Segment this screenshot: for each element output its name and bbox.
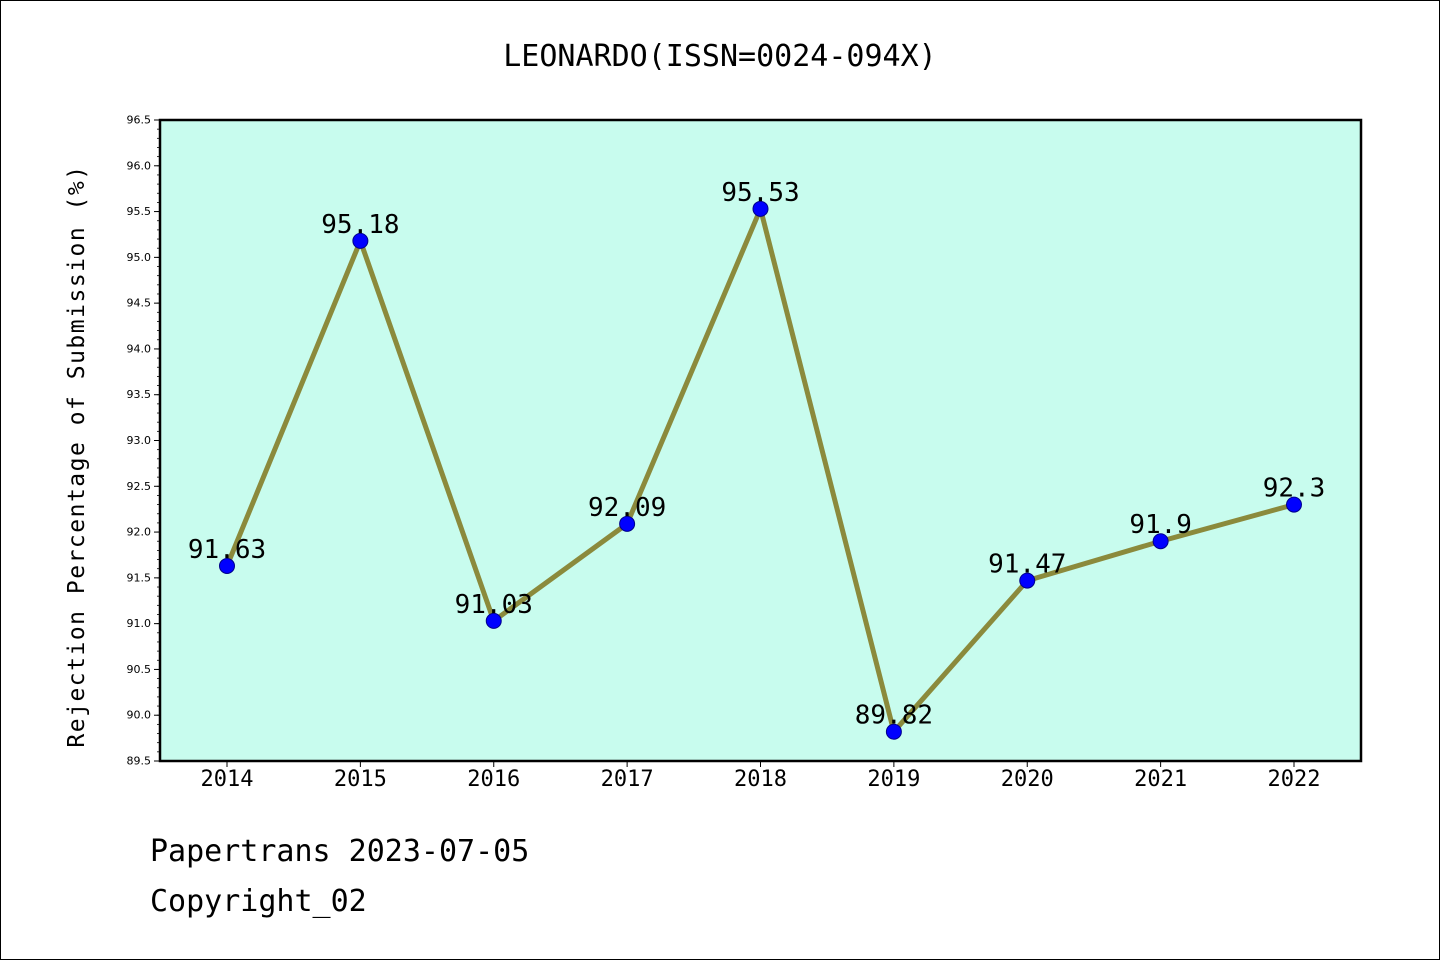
data-point-2017 xyxy=(619,515,636,532)
x-tick-label-7: 2021 xyxy=(1134,767,1187,792)
y-tick-label-7: 93.0 xyxy=(127,434,152,447)
x-tick-label-2: 2016 xyxy=(467,767,520,792)
plot-area xyxy=(160,120,1361,761)
y-tick-label-4: 91.5 xyxy=(127,571,152,584)
data-label-2020: 91.47 xyxy=(988,550,1066,580)
data-label-2022: 92.3 xyxy=(1263,474,1326,504)
data-point-2019 xyxy=(885,723,902,740)
data-point-2016 xyxy=(485,612,502,629)
data-label-2018: 95.53 xyxy=(721,178,799,208)
x-tick-label-3: 2017 xyxy=(601,767,654,792)
chart-marks: 91.63 95.18 91.03 92.09 95.53 89.82 91.47 91.9 9… xyxy=(188,178,1326,740)
data-point-2014 xyxy=(219,557,235,574)
data-label-2016: 91.03 xyxy=(455,590,533,620)
data-point-2015 xyxy=(352,232,369,249)
data-label-2019: 89.82 xyxy=(855,701,933,731)
x-tick-label-1: 2015 xyxy=(334,767,387,792)
data-label-2014: 91.63 xyxy=(188,535,266,565)
y-tick-label-6: 92.5 xyxy=(127,480,152,493)
chart-axes: 89.5 90.0 90.5 91.0 91.5 92.0 92.5 93.0 93.5 94.0… xyxy=(127,114,1321,793)
y-tick-label-2: 90.5 xyxy=(127,663,152,676)
y-tick-label-5: 92.0 xyxy=(127,526,152,539)
data-point-2018 xyxy=(752,200,769,217)
chart-title: LEONARDO(ISSN=0024-094X) xyxy=(503,39,936,74)
y-tick-label-0: 89.5 xyxy=(127,755,152,768)
x-tick-label-4: 2018 xyxy=(734,767,787,792)
y-axis-label: Rejection Percentage of Submission (%) xyxy=(64,164,90,747)
y-tick-label-9: 94.0 xyxy=(127,342,152,355)
data-point-2020 xyxy=(1019,572,1036,589)
x-tick-label-0: 2014 xyxy=(201,767,254,792)
footer-date: Papertrans 2023-07-05 xyxy=(150,834,530,869)
y-tick-label-10: 94.5 xyxy=(127,297,152,310)
x-tick-label-8: 2022 xyxy=(1268,767,1321,792)
y-tick-label-1: 90.0 xyxy=(127,709,152,722)
data-label-2021: 91.9 xyxy=(1129,510,1192,540)
data-point-2021 xyxy=(1152,533,1169,550)
y-tick-label-8: 93.5 xyxy=(127,388,152,401)
y-tick-label-12: 95.5 xyxy=(127,205,152,218)
y-tick-label-13: 96.0 xyxy=(127,159,152,172)
y-tick-label-14: 96.5 xyxy=(127,114,152,127)
footer-copyright: Copyright_02 xyxy=(150,884,367,919)
x-tick-label-5: 2019 xyxy=(867,767,920,792)
y-tick-label-3: 91.0 xyxy=(127,617,152,630)
x-tick-label-6: 2020 xyxy=(1001,767,1054,792)
data-label-2015: 95.18 xyxy=(321,210,399,240)
data-label-2017: 92.09 xyxy=(588,493,666,523)
y-tick-label-11: 95.0 xyxy=(127,251,152,264)
data-point-2022 xyxy=(1286,496,1302,513)
